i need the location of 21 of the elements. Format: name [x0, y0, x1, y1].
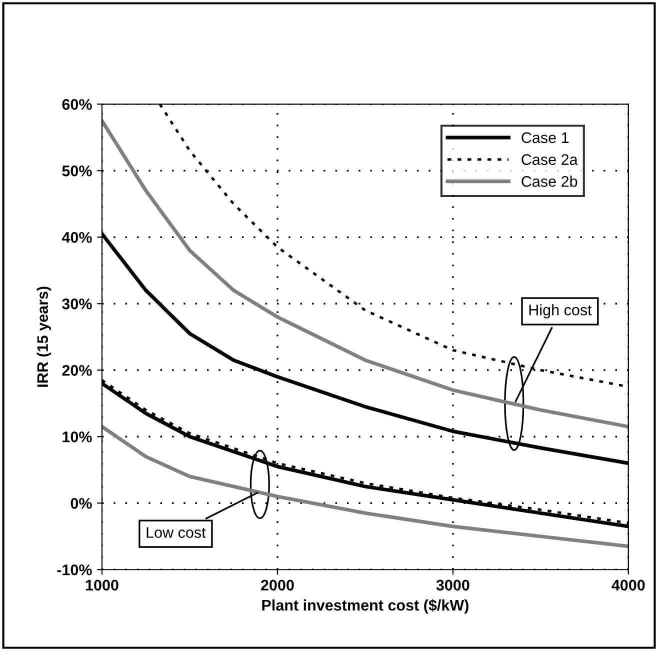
x-tick-label: 3000	[436, 580, 470, 591]
x-tick-label: 2000	[260, 580, 294, 591]
y-tick-label: 40%	[62, 232, 92, 243]
y-tick-label: 0%	[70, 498, 92, 509]
y-axis-title: IRR (15 years)	[36, 286, 52, 387]
legend-label: Case 1	[522, 132, 569, 144]
y-tick-label: 20%	[62, 365, 92, 376]
y-tick-label: -10%	[57, 564, 92, 576]
y-tick-label: 60%	[62, 99, 92, 110]
x-tick-label: 1000	[86, 580, 118, 591]
annotation: High cost	[529, 304, 592, 318]
annotation: Low cost	[146, 527, 206, 538]
x-axis-title: Plant investment cost ($/kW)	[262, 599, 468, 614]
line-series	[102, 118, 628, 428]
y-tick-label: 30%	[62, 298, 92, 310]
legend-label: Case 2b	[522, 176, 578, 187]
line-series	[102, 424, 628, 548]
legend-label: Case 2a	[522, 154, 578, 165]
y-tick-label: 50%	[62, 166, 92, 176]
y-tick-label: 10%	[62, 432, 92, 442]
x-tick-label: 4000	[612, 580, 645, 591]
